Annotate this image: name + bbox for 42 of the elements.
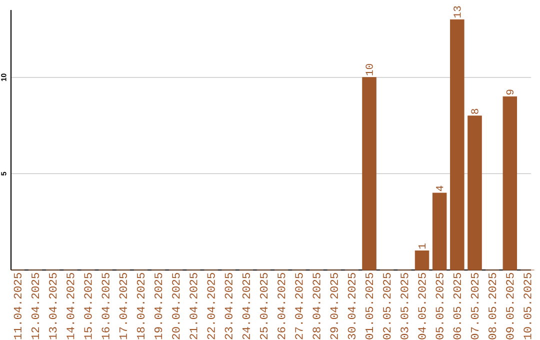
x-tick-label: 22.04.2025 (207, 272, 215, 340)
x-tick-label: 14.04.2025 (66, 272, 74, 340)
data-label: 8 (471, 108, 478, 114)
x-tick-label: 09.05.2025 (506, 272, 514, 340)
x-tick-label: 27.04.2025 (295, 272, 303, 340)
bar (468, 116, 482, 270)
x-tick-label: 05.05.2025 (436, 272, 444, 340)
x-tick-label: 23.04.2025 (224, 272, 232, 340)
x-tick-label: 26.04.2025 (278, 272, 286, 340)
x-tick-label: 03.05.2025 (400, 272, 408, 340)
x-tick-label: 08.05.2025 (488, 272, 496, 340)
x-tick-label: 13.04.2025 (48, 272, 57, 340)
data-label: 9 (506, 90, 514, 95)
bar (450, 19, 464, 270)
bar (414, 250, 430, 270)
data-label: 10 (366, 64, 373, 76)
bar (362, 77, 376, 270)
x-tick-label: 12.04.2025 (31, 272, 40, 340)
x-tick-label: 01.05.2025 (365, 272, 374, 340)
data-label: 13 (454, 6, 461, 18)
x-tick-label: 16.04.2025 (102, 272, 110, 340)
x-tick-label: 06.05.2025 (453, 272, 461, 340)
x-tick-label: 17.04.2025 (119, 272, 127, 340)
x-tick-label: 25.04.2025 (260, 272, 268, 340)
data-label: 1 (418, 244, 426, 249)
x-tick-label: 11.04.2025 (14, 272, 22, 340)
x-tick-label: 20.04.2025 (172, 272, 180, 340)
x-tick-label: 02.05.2025 (383, 272, 391, 340)
data-label: 4 (436, 186, 444, 192)
bar (502, 96, 518, 270)
x-tick-label: 04.05.2025 (418, 272, 426, 340)
x-tick-label: 30.04.2025 (348, 272, 356, 340)
x-tick-label: 10.05.2025 (524, 272, 532, 340)
x-tick-label: 15.04.2025 (84, 272, 92, 340)
x-tick-label: 29.04.2025 (330, 272, 338, 340)
x-tick-label: 28.04.2025 (312, 272, 320, 340)
bar (432, 192, 447, 270)
x-tick-label: 07.05.2025 (470, 272, 479, 340)
x-tick-label: 19.04.2025 (154, 272, 162, 340)
x-tick-label: 18.04.2025 (136, 272, 145, 340)
x-tick-label: 24.04.2025 (242, 272, 250, 340)
x-tick-label: 21.04.2025 (190, 272, 198, 340)
